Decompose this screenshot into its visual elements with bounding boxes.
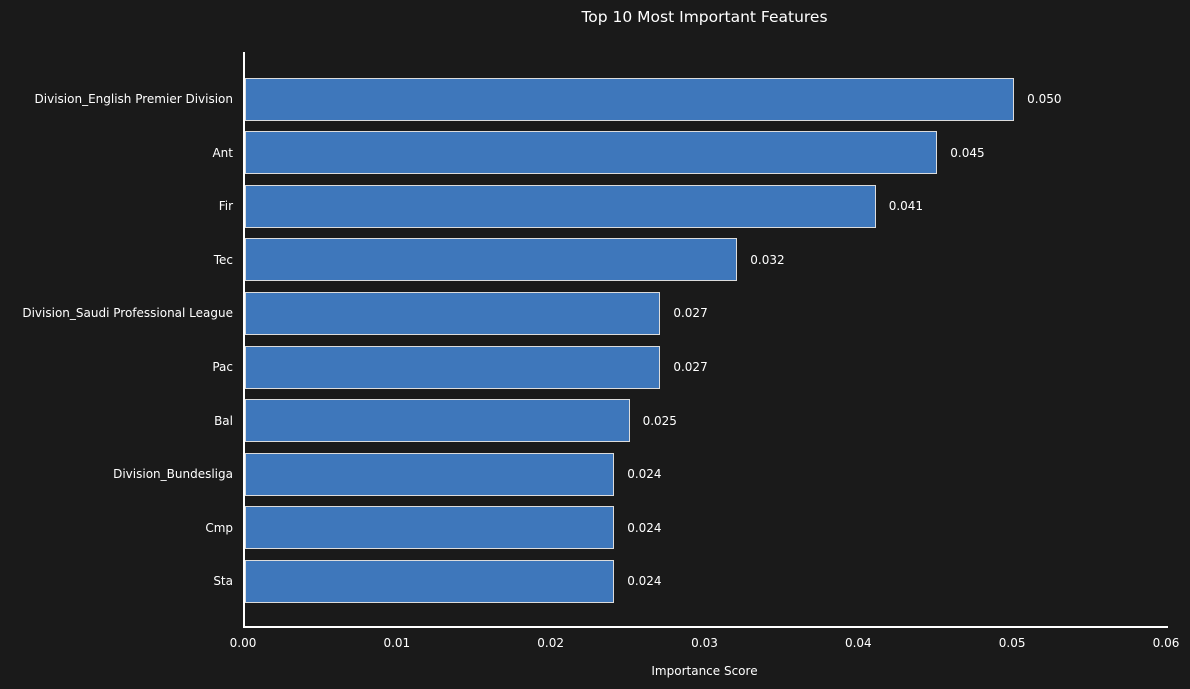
bar-value-label: 0.045 (950, 145, 985, 160)
x-tick-label: 0.06 (1152, 636, 1180, 650)
bar (245, 291, 661, 335)
bar (245, 506, 615, 550)
x-tick-label: 0.02 (537, 636, 565, 650)
y-tick-label: Pac (212, 360, 233, 374)
y-tick-label: Bal (214, 413, 233, 428)
x-tick-label: 0.03 (691, 636, 718, 650)
x-axis-label: Importance Score (651, 664, 758, 678)
bar-value-label: 0.025 (642, 413, 677, 428)
bar-value-label: 0.024 (627, 467, 662, 482)
bar (245, 131, 938, 175)
bar (245, 559, 615, 603)
bar (245, 399, 630, 443)
bar (245, 345, 661, 389)
bar-value-label: 0.024 (627, 520, 662, 535)
x-tick-label: 0.01 (383, 636, 411, 650)
y-tick-label: Cmp (205, 520, 233, 535)
y-tick-label: Division_English Premier Division (34, 92, 233, 106)
y-tick-label: Division_Bundesliga (113, 467, 233, 482)
bar-value-label: 0.041 (888, 199, 924, 214)
bar-value-label: 0.027 (673, 360, 708, 374)
bar (245, 452, 615, 496)
bar (245, 238, 738, 282)
y-tick-label: Ant (212, 145, 233, 160)
y-tick-label: Fir (218, 199, 233, 214)
x-tick-label: 0.00 (229, 636, 257, 650)
bar (245, 184, 876, 228)
y-tick-label: Sta (213, 574, 233, 589)
y-tick-label: Tec (213, 252, 233, 267)
bar-value-label: 0.032 (750, 252, 785, 267)
y-tick-label: Division_Saudi Professional League (22, 306, 233, 321)
x-tick-label: 0.05 (998, 636, 1026, 650)
bar-value-label: 0.024 (627, 574, 662, 589)
chart-title: Top 10 Most Important Features (581, 8, 828, 26)
bar-value-label: 0.050 (1027, 92, 1062, 106)
bar-value-label: 0.027 (673, 306, 708, 321)
x-tick-label: 0.04 (844, 636, 872, 650)
bar (245, 77, 1015, 121)
plot-area: 0.050 0.045 0.041 0.032 0.027 0.027 0.025 0.024… (243, 52, 1168, 628)
